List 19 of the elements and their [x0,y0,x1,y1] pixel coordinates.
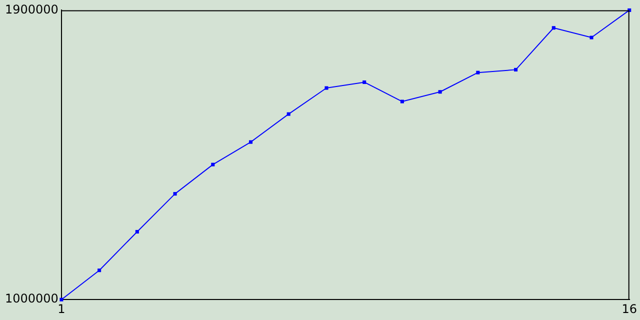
point [324,86,328,90]
point [590,36,594,40]
point [173,192,177,196]
point [211,162,215,166]
point [286,112,290,116]
y-tick-label: 1000000 [4,292,58,306]
y-tick-label: 1900000 [4,2,58,16]
x-tick-label: 16 [622,302,638,316]
point [438,90,442,94]
point [476,70,480,74]
point [362,80,366,84]
point [60,298,64,302]
point [400,100,404,104]
point [514,68,518,72]
point [248,140,253,144]
point [135,230,139,234]
point [98,268,102,272]
point [552,26,556,30]
x-tick-label: 1 [58,302,66,316]
